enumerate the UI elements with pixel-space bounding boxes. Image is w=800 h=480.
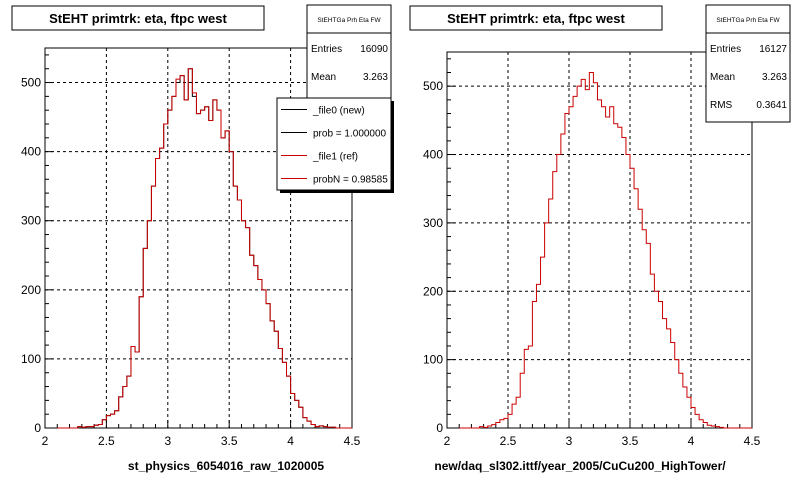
panel-0-stats-label: Mean xyxy=(311,72,336,83)
panel-0-xtick-label: 3 xyxy=(164,434,171,448)
panel-0-legend-label: probN = 0.98585 xyxy=(313,175,388,186)
panel-0-stats-box xyxy=(306,4,392,101)
panel-1-xtick-label: 2.5 xyxy=(500,434,517,448)
panel-1-stats-value: 16127 xyxy=(759,44,787,55)
panel-0-ytick-label: 300 xyxy=(21,214,41,228)
panel-1-frame xyxy=(446,51,753,429)
panel-1-title: StEHT primtrk: eta, ftpc west xyxy=(447,11,625,26)
panel-0-legend-label: _file0 (new) xyxy=(312,106,365,117)
panel-1-ytick-label: 200 xyxy=(423,284,443,298)
panel-1-ytick-label: 400 xyxy=(423,148,443,162)
panel-0-xtick-label: 2 xyxy=(42,434,49,448)
panel-1-xtick-label: 2 xyxy=(444,434,451,448)
panel-0-legend-label: _file1 (ref) xyxy=(312,152,358,163)
panel-0-ytick-label: 100 xyxy=(21,352,41,366)
panel-1-stats-value: 0.3641 xyxy=(756,100,787,111)
panel-1-series-0 xyxy=(459,72,752,429)
panel-0-legend-label: prob = 1.000000 xyxy=(313,129,387,140)
panel-1-xtick-label: 3 xyxy=(566,434,573,448)
panel-1-stats-label: Entries xyxy=(710,44,741,55)
panel-0-ytick-label: 500 xyxy=(21,76,41,90)
panel-1-stats-label: Mean xyxy=(710,72,735,83)
panel-0-ytick-label: 200 xyxy=(21,283,41,297)
panel-0-title: StEHT primtrk: eta, ftpc west xyxy=(49,11,227,26)
panel-0-title-box xyxy=(11,5,265,31)
panel-0-stats-value: 16090 xyxy=(360,44,388,55)
panel-0-legend-box xyxy=(276,97,392,191)
panel-0-xtick-label: 4.5 xyxy=(344,434,361,448)
panel-0-xtick-label: 2.5 xyxy=(98,434,115,448)
panel-1-stats-value: 3.263 xyxy=(762,72,787,83)
panel-1-title-box xyxy=(409,5,663,31)
panel-0-ytick-label: 400 xyxy=(21,145,41,159)
panel-0-xtick-label: 3.5 xyxy=(221,434,238,448)
panel-1-stats-label: RMS xyxy=(710,100,733,111)
panel-1-xtick-label: 4.5 xyxy=(744,434,761,448)
panel-1-ytick-label: 100 xyxy=(423,353,443,367)
panel-1-ytick-label: 500 xyxy=(423,79,443,93)
panel-1-stats-box xyxy=(705,4,791,123)
panel-1-xlabel: new/daq_sl302.ittf/year_2005/CuCu200_Hig… xyxy=(434,459,726,473)
panel-0-stats-label: Entries xyxy=(311,44,342,55)
panel-0-stats-value: 3.263 xyxy=(363,72,388,83)
panel-1-xtick-label: 3.5 xyxy=(622,434,639,448)
panel-0-series-1 xyxy=(57,68,352,429)
panel-0-xlabel: st_physics_6054016_raw_1020005 xyxy=(128,459,324,473)
panel-1-xtick-label: 4 xyxy=(688,434,695,448)
panel-1-ytick-label: 0 xyxy=(436,421,443,435)
panel-1-ytick-label: 300 xyxy=(423,216,443,230)
panel-1-stats-title: StEHTGa Prh Eta FW xyxy=(716,17,780,24)
panel-0-ytick-label: 0 xyxy=(34,421,41,435)
panel-0-stats-title: StEHTGa Prh Eta FW xyxy=(317,17,381,24)
panel-0-xtick-label: 4 xyxy=(287,434,294,448)
